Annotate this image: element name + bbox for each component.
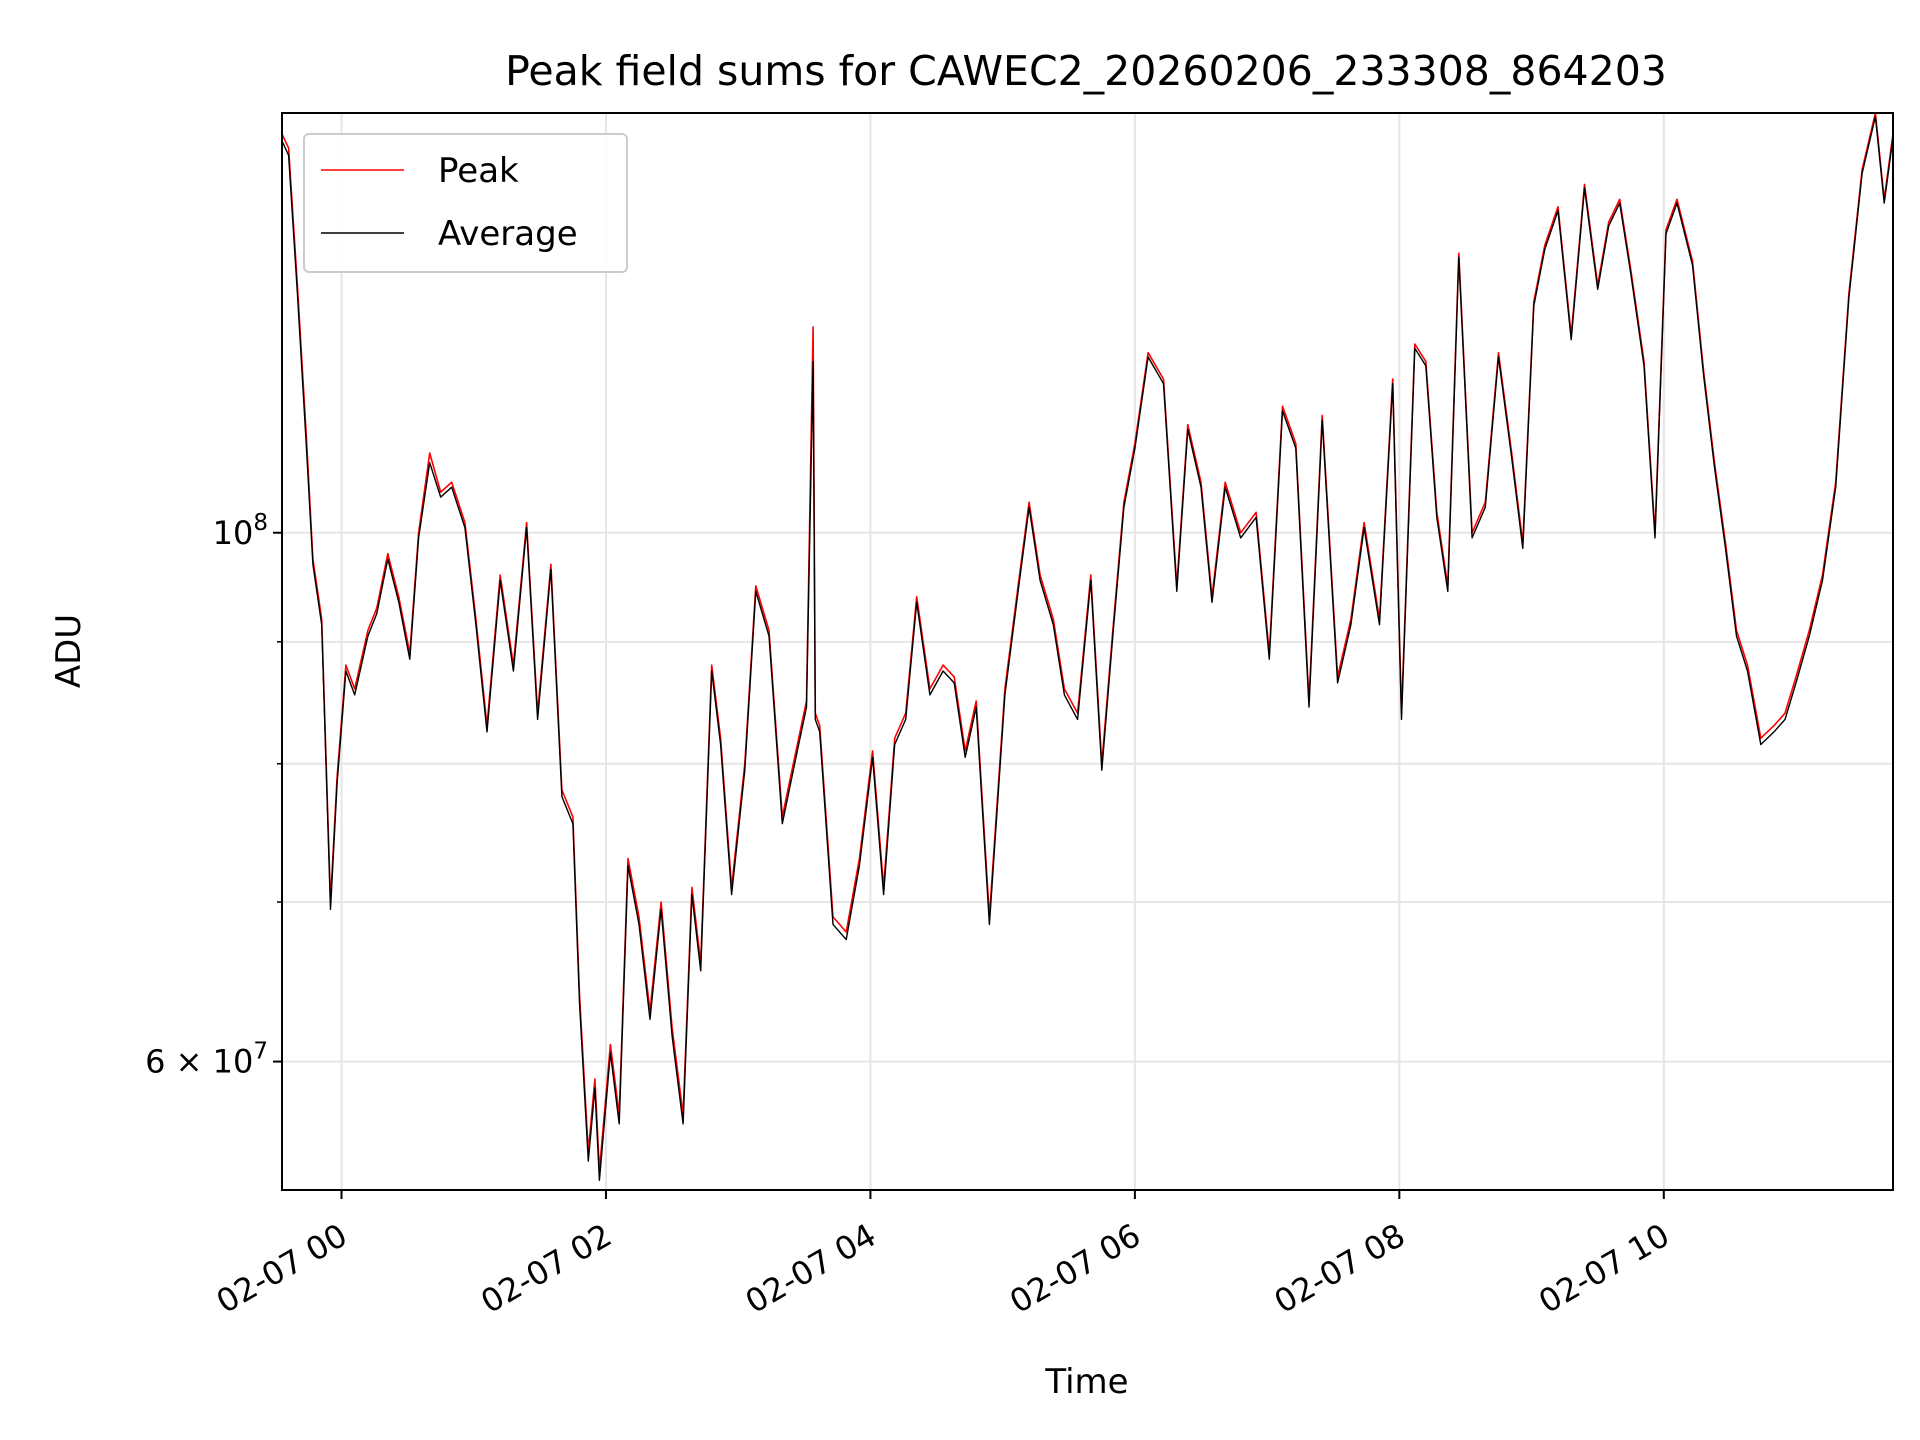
plot-area <box>282 113 1893 1182</box>
y-axis-label: ADU <box>49 614 89 688</box>
legend-label-average: Average <box>438 214 578 254</box>
x-axis-label: Time <box>1044 1362 1128 1402</box>
legend-label-peak: Peak <box>438 151 519 191</box>
y-tick-label: 6 × 107 <box>145 1039 268 1081</box>
legend-box <box>303 133 628 273</box>
y-tick-label: 108 <box>213 510 268 552</box>
grid <box>282 113 1893 1190</box>
legend: Peak Average <box>303 133 628 273</box>
series-line-average <box>282 115 1893 1182</box>
chart-title: Peak field sums for CAWEC2_20260206_2333… <box>505 47 1667 95</box>
plot-frame <box>281 112 1894 1191</box>
